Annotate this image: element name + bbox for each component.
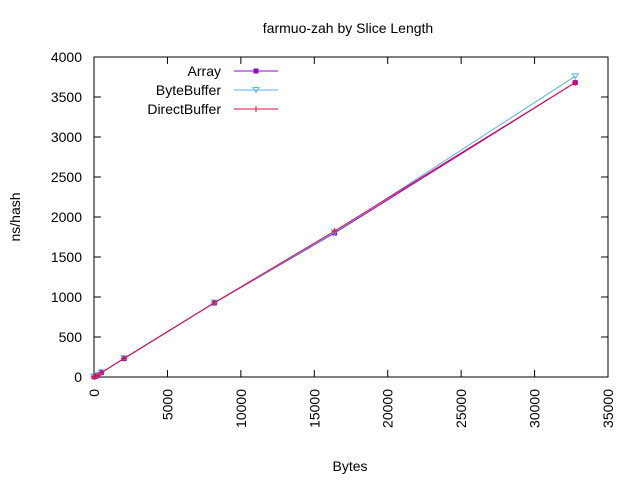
x-tick-label: 10000 [233, 389, 249, 428]
x-tick-label: 30000 [527, 389, 543, 428]
y-tick-label: 3000 [51, 129, 82, 145]
legend: Array ByteBuffer DirectBuffer [147, 63, 278, 117]
x-tick-label: 15000 [306, 389, 322, 428]
data-point [94, 372, 101, 379]
x-tick-label: 20000 [380, 389, 396, 428]
y-tick-label: 2000 [51, 209, 82, 225]
legend-label: Array [188, 63, 221, 79]
y-tick-label: 500 [59, 329, 83, 345]
data-point [121, 355, 128, 362]
data-point [253, 106, 259, 112]
series-layer [90, 73, 580, 381]
legend-item-array: Array [188, 63, 278, 79]
data-point [253, 68, 259, 74]
y-tick-label: 3500 [51, 89, 82, 105]
series-directbuffer [91, 79, 579, 380]
y-axis-label: ns/hash [7, 192, 23, 241]
data-point [252, 87, 260, 94]
x-tick-label: 25000 [453, 389, 469, 428]
data-point [331, 228, 338, 234]
legend-item-bytebuffer: ByteBuffer [156, 82, 278, 98]
legend-label: DirectBuffer [147, 101, 221, 117]
legend-item-directbuffer: DirectBuffer [147, 101, 278, 117]
series-line [93, 75, 576, 378]
data-point [571, 73, 580, 80]
y-tick-label: 0 [74, 369, 82, 385]
y-tick-label: 1000 [51, 289, 82, 305]
data-point [572, 79, 579, 86]
axis-ticks: 0 500 1000 1500 2000 2500 3000 3500 4000 0 5000 100… [51, 49, 616, 428]
data-point [211, 299, 218, 306]
legend-label: ByteBuffer [156, 82, 221, 98]
y-tick-label: 2500 [51, 169, 82, 185]
y-tick-label: 1500 [51, 249, 82, 265]
x-tick-label: 0 [86, 389, 102, 397]
y-tick-label: 4000 [51, 49, 82, 65]
x-tick-label: 5000 [159, 389, 175, 420]
chart-title: farmuo-zah by Slice Length [263, 20, 433, 36]
x-axis-label: Bytes [332, 458, 367, 474]
x-tick-label: 35000 [600, 389, 616, 428]
data-point [98, 369, 105, 376]
